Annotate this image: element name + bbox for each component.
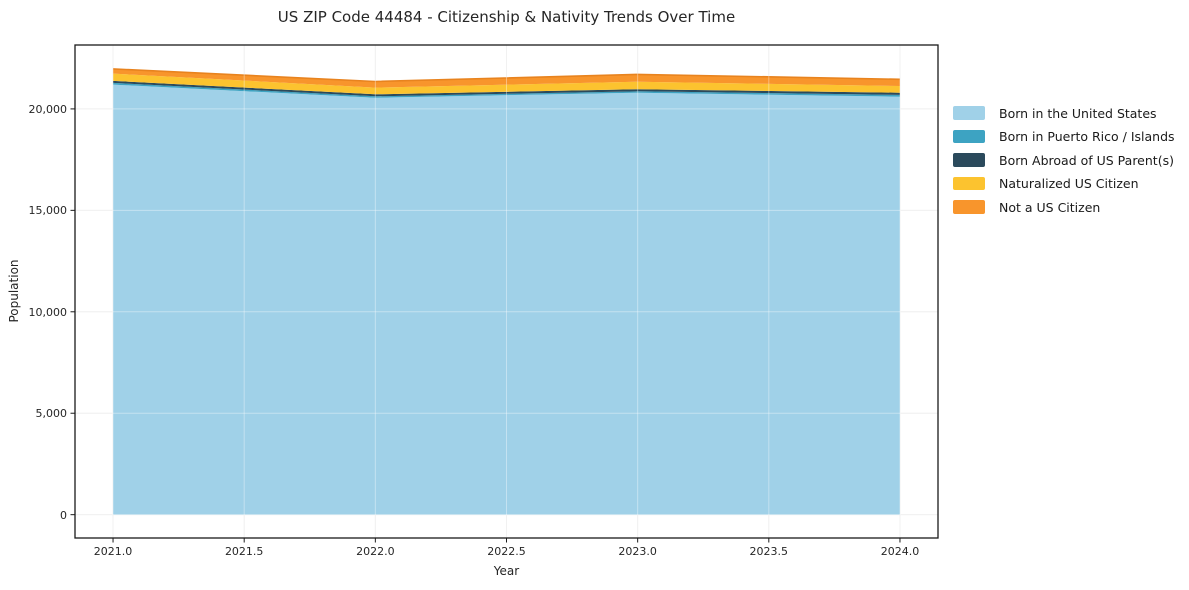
legend: Born in the United States Born in Puerto … (953, 106, 1175, 224)
y-tick-label: 10,000 (28, 305, 68, 319)
legend-swatch (953, 176, 985, 191)
x-tick-label: 2021.0 (93, 545, 133, 558)
legend-label: Naturalized US Citizen (999, 176, 1139, 191)
y-tick-label: 0 (60, 508, 67, 522)
legend-label: Born Abroad of US Parent(s) (999, 152, 1174, 168)
legend-entry: Not a US Citizen (953, 199, 1175, 215)
legend-label: Born in Puerto Rico / Islands (999, 129, 1175, 144)
x-axis-label: Year (493, 564, 520, 578)
area-series-0 (113, 84, 900, 515)
legend-swatch (953, 129, 985, 144)
legend-entry: Naturalized US Citizen (953, 176, 1175, 191)
legend-entry: Born in the United States (953, 105, 1175, 121)
legend-swatch (953, 153, 985, 167)
legend-swatch (953, 106, 985, 120)
x-tick-label: 2021.5 (224, 545, 264, 558)
y-tick-label: 20,000 (28, 102, 68, 116)
x-tick-label: 2023.0 (618, 545, 657, 558)
x-tick-label: 2022.5 (487, 545, 526, 558)
x-tick-label: 2023.5 (749, 545, 789, 558)
area-series-3 (113, 73, 900, 95)
total-edge-line (112, 68, 901, 83)
area-series-2 (113, 80, 900, 97)
legend-label: Born in the United States (999, 105, 1157, 121)
x-tick-label: 2024.0 (880, 545, 920, 558)
legend-entry: Born in Puerto Rico / Islands (953, 129, 1175, 144)
legend-entry: Born Abroad of US Parent(s) (953, 152, 1175, 168)
x-tick-label: 2022.0 (356, 545, 395, 558)
chart-title: US ZIP Code 44484 - Citizenship & Nativi… (277, 8, 736, 26)
area-series-1 (113, 82, 900, 98)
y-tick-label: 5,000 (35, 407, 68, 421)
legend-swatch (953, 200, 985, 214)
y-tick-label: 15,000 (28, 204, 68, 218)
legend-label: Not a US Citizen (999, 199, 1101, 215)
